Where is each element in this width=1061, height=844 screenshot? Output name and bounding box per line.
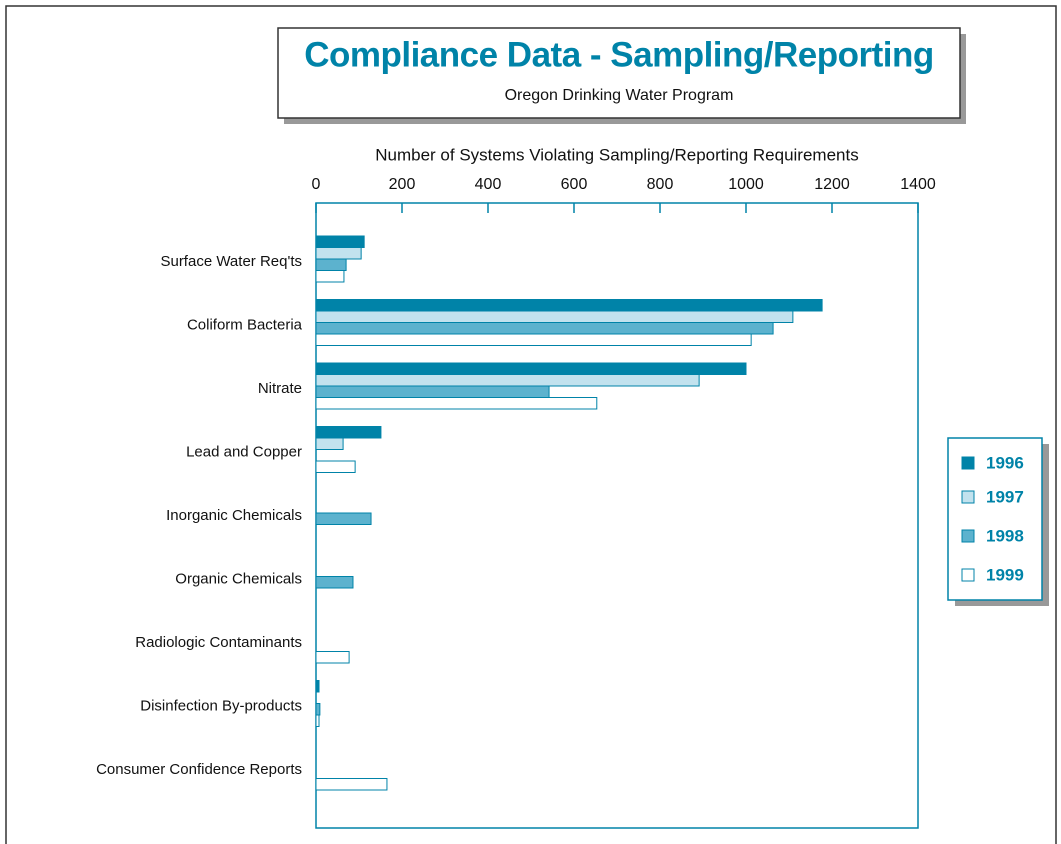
legend-label: 1997 xyxy=(986,487,1024,506)
y-tick-label: Disinfection By-products xyxy=(140,697,302,714)
plot-area xyxy=(315,202,919,829)
y-tick-label: Inorganic Chemicals xyxy=(166,507,302,524)
bar xyxy=(315,310,794,323)
bar xyxy=(315,460,356,473)
x-tick-label: 400 xyxy=(475,176,502,193)
chart-subtitle: Oregon Drinking Water Program xyxy=(505,87,734,104)
bar xyxy=(315,437,344,450)
x-tick-label: 1000 xyxy=(728,176,764,193)
bar xyxy=(315,385,550,398)
x-tick-label: 600 xyxy=(561,176,588,193)
x-tick-label: 0 xyxy=(312,176,321,193)
legend-swatch xyxy=(961,456,975,470)
legend-label: 1999 xyxy=(986,565,1024,584)
x-tick-label: 1400 xyxy=(900,176,936,193)
legend-label: 1996 xyxy=(986,453,1024,472)
bar xyxy=(315,362,747,375)
y-tick-label: Lead and Copper xyxy=(186,443,302,460)
legend-swatch xyxy=(961,490,975,504)
y-tick-label: Nitrate xyxy=(258,380,302,397)
bar xyxy=(315,299,823,312)
x-tick-label: 200 xyxy=(389,176,416,193)
title-box xyxy=(277,27,961,119)
legend-label: 1998 xyxy=(986,526,1024,545)
legend-swatch xyxy=(961,529,975,543)
x-tick-label: 800 xyxy=(647,176,674,193)
bar xyxy=(315,258,347,271)
y-tick-label: Consumer Confidence Reports xyxy=(96,761,302,778)
bar xyxy=(315,651,350,664)
y-tick-label: Organic Chemicals xyxy=(175,570,302,587)
bar xyxy=(315,680,320,693)
bar xyxy=(315,374,700,387)
page-border xyxy=(5,5,1057,844)
bar xyxy=(315,426,382,439)
bar xyxy=(315,322,774,335)
y-tick-label: Surface Water Req'ts xyxy=(160,253,302,270)
y-tick-label: Coliform Bacteria xyxy=(187,316,303,333)
legend-swatch xyxy=(961,568,975,582)
bar xyxy=(315,778,388,791)
chart-title: Compliance Data - Sampling/Reporting xyxy=(304,35,934,74)
bar xyxy=(315,714,320,727)
bar xyxy=(315,512,372,525)
bar xyxy=(315,397,598,410)
bar xyxy=(315,247,362,260)
bar xyxy=(315,235,365,248)
bar xyxy=(315,703,321,716)
bar xyxy=(315,270,345,283)
bar xyxy=(315,576,354,589)
x-axis-label: Number of Systems Violating Sampling/Rep… xyxy=(375,145,858,164)
y-tick-label: Radiologic Contaminants xyxy=(135,634,302,651)
x-tick-label: 1200 xyxy=(814,176,850,193)
bar xyxy=(315,333,752,346)
